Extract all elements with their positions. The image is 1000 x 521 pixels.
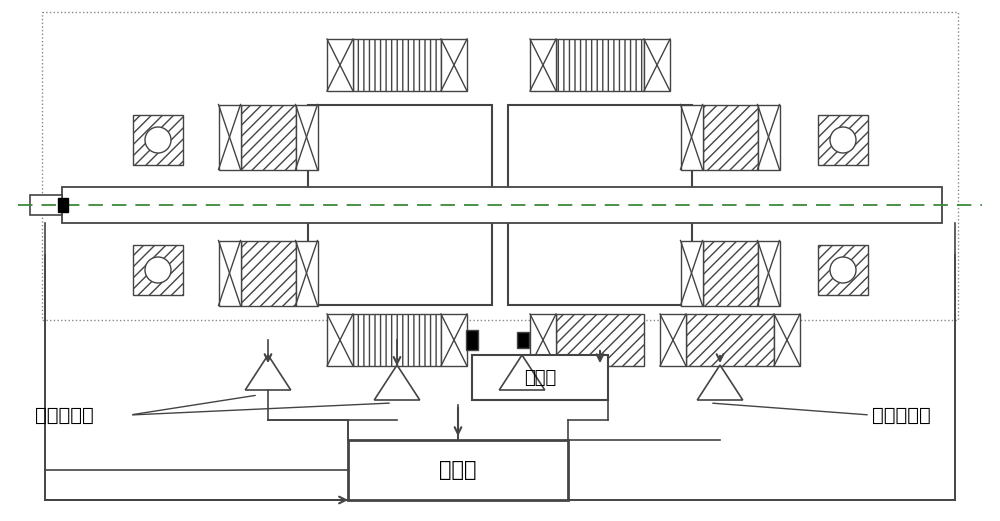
Bar	[58, 198, 68, 212]
Bar	[818, 115, 868, 165]
Bar	[133, 115, 183, 165]
Bar	[441, 314, 467, 366]
Bar	[702, 241, 758, 305]
Bar	[530, 39, 556, 91]
Bar	[353, 39, 441, 91]
Bar	[466, 330, 478, 350]
Bar	[218, 241, 240, 305]
Bar	[62, 187, 942, 223]
Bar	[758, 241, 780, 305]
Bar	[296, 241, 318, 305]
Bar	[348, 440, 568, 500]
Bar	[702, 105, 758, 169]
Bar	[327, 314, 353, 366]
Ellipse shape	[830, 257, 856, 283]
Bar	[644, 39, 670, 91]
Bar	[686, 314, 774, 366]
Bar	[296, 105, 318, 169]
Ellipse shape	[145, 127, 171, 153]
Bar	[441, 39, 467, 91]
Bar	[133, 245, 183, 295]
Bar	[42, 12, 958, 320]
Bar	[353, 314, 441, 366]
Bar	[818, 245, 868, 295]
Text: 功率放大器: 功率放大器	[35, 405, 94, 425]
Bar	[240, 241, 296, 305]
Text: 变频器: 变频器	[524, 368, 556, 387]
Bar	[517, 332, 529, 348]
Text: 控制器: 控制器	[439, 460, 477, 480]
Bar	[774, 314, 800, 366]
Bar	[660, 314, 686, 366]
Bar	[530, 314, 556, 366]
Bar	[680, 105, 702, 169]
Ellipse shape	[145, 257, 171, 283]
Bar	[30, 195, 62, 215]
Ellipse shape	[830, 127, 856, 153]
Bar	[758, 105, 780, 169]
Bar	[556, 314, 644, 366]
Bar	[327, 39, 353, 91]
Bar	[218, 105, 240, 169]
Text: 功率放大器: 功率放大器	[872, 405, 931, 425]
Bar	[308, 105, 492, 305]
Bar	[556, 39, 644, 91]
Bar	[680, 241, 702, 305]
Bar	[240, 105, 296, 169]
Bar	[472, 355, 608, 400]
Bar	[508, 105, 692, 305]
